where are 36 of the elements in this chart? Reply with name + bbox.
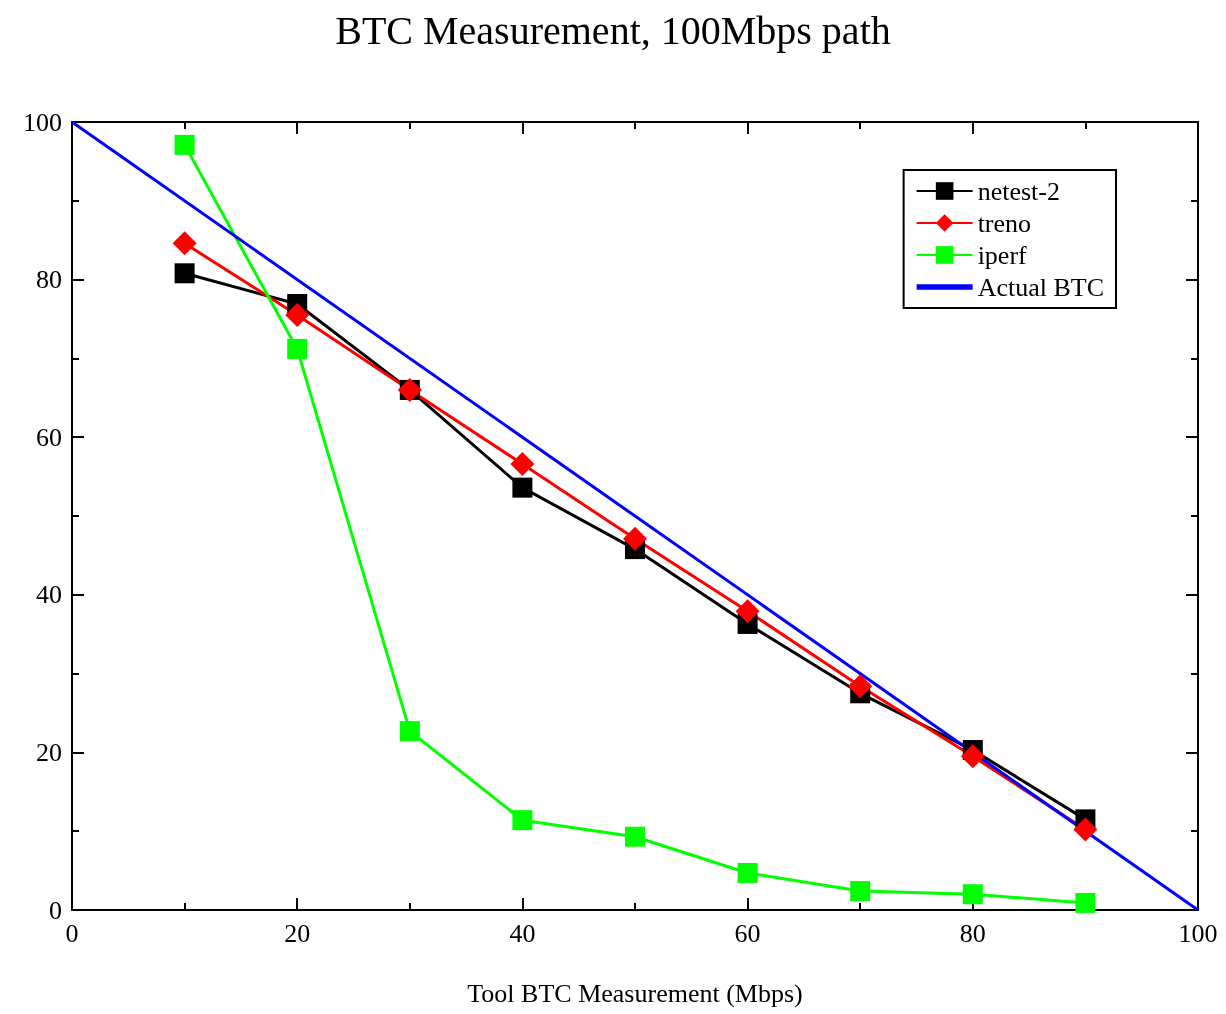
point (623, 526, 647, 551)
x-tick-label: 100 (1178, 918, 1218, 948)
point (848, 674, 873, 699)
point (962, 884, 983, 905)
point (1073, 817, 1098, 842)
point (399, 721, 420, 742)
point (512, 810, 533, 831)
y-tick-label: 0 (49, 895, 62, 925)
point (287, 338, 308, 359)
x-tick-label: 20 (284, 918, 311, 948)
x-tick-label: 60 (734, 918, 761, 948)
point (1075, 892, 1096, 913)
legend-label: Actual BTC (977, 272, 1105, 302)
point (737, 862, 758, 883)
y-tick-label: 40 (36, 580, 62, 610)
point (174, 263, 195, 284)
point (735, 599, 760, 624)
x-axis-title: Tool BTC Measurement (Mbps) (467, 978, 803, 1008)
legend-label: iperf (977, 240, 1028, 270)
y-tick-label: 80 (36, 265, 62, 295)
point (960, 744, 985, 769)
point (512, 477, 533, 498)
legend-label: netest-2 (977, 176, 1060, 206)
point (172, 231, 197, 256)
y-tick-label: 60 (36, 422, 62, 452)
y-tick-label: 100 (23, 107, 62, 137)
point (625, 826, 645, 847)
chart-title: BTC Measurement, 100Mbps path (335, 7, 891, 53)
point (510, 451, 535, 476)
point (285, 303, 310, 328)
y-tick-label: 20 (36, 737, 62, 767)
legend-label: treno (977, 208, 1032, 238)
x-tick-label: 40 (509, 918, 536, 948)
point (850, 881, 871, 902)
point (174, 134, 195, 155)
x-tick-label: 80 (959, 918, 986, 948)
